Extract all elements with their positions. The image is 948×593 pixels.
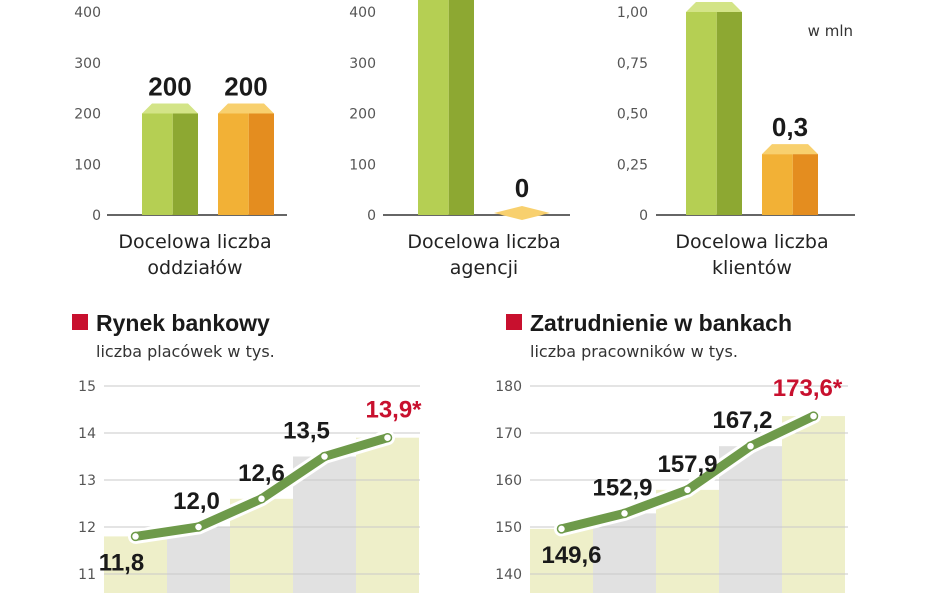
data-point [682,485,693,495]
y-tick-label: 200 [74,107,101,123]
bar-value-label: 200 [224,72,267,102]
y-tick-label: 0,75 [617,56,648,72]
bar-value-label: 0,3 [772,112,808,142]
bar-value-label: 200 [148,72,191,102]
y-tick-label: 1,00 [617,5,648,21]
chart-subtitle: liczba pracowników w tys. [530,342,738,361]
data-point [745,441,756,451]
y-tick-label: 13 [78,473,96,489]
category-label: Docelowa liczba [118,231,271,253]
column-background [104,536,167,593]
data-point-label: 149,6 [541,542,601,569]
y-tick-label: 11 [78,567,96,583]
chart-title: Rynek bankowy [96,310,270,336]
y-tick-label: 14 [78,426,96,442]
bar [418,0,474,216]
data-point-label: 157,9 [657,451,717,478]
y-tick-label: 200 [349,107,376,123]
data-point-label: 13,9* [365,397,422,424]
category-label: Docelowa liczba [675,231,828,253]
unit-label: w mln [808,22,853,40]
column-background [782,416,845,593]
y-tick-label: 400 [349,5,376,21]
data-point [808,411,819,421]
y-tick-label: 180 [495,379,522,395]
bar [494,206,550,220]
y-tick-label: 12 [78,520,96,536]
y-tick-label: 300 [74,56,101,72]
y-tick-label: 400 [74,5,101,21]
bar-panel-2: 0 100 200 300 400 0 Docelowa liczba agencji [349,0,570,279]
bar-value-label: 0 [515,173,529,203]
y-tick-label: 0,50 [617,107,648,123]
y-tick-label: 100 [74,157,101,173]
column-background [719,446,782,593]
line-panel-2: Zatrudnienie w bankach liczba pracowników… [495,310,848,593]
title-marker-icon [506,314,522,330]
data-point [556,524,567,534]
category-label: klientów [712,257,792,279]
chart-title: Zatrudnienie w bankach [530,310,792,336]
y-tick-label: 0 [367,208,376,224]
column-background [167,527,230,593]
data-point [193,522,204,532]
data-point-label: 167,2 [712,407,772,434]
y-tick-label: 300 [349,56,376,72]
chart-subtitle: liczba placówek w tys. [96,342,275,361]
y-tick-label: 100 [349,157,376,173]
title-marker-icon [72,314,88,330]
category-label: Docelowa liczba [407,231,560,253]
data-point [130,531,141,542]
data-point-label: 13,5 [283,418,330,445]
data-point-label: 173,6* [773,375,843,402]
bar-panel-3: 0 0,25 0,50 0,75 1,00 0,3 Docelowa liczba klien… [617,2,855,279]
category-label: agencji [450,257,518,279]
y-tick-label: 150 [495,520,522,536]
data-point-label: 152,9 [592,474,652,501]
category-label: oddziałów [147,257,242,279]
data-point-label: 12,0 [173,488,220,515]
bar [686,2,742,215]
y-tick-label: 160 [495,473,522,489]
bar [142,103,198,215]
data-point-label: 12,6 [238,460,285,487]
column-background [356,437,419,593]
bar [218,103,274,215]
data-point [619,508,630,519]
data-point-label: 11,8 [99,549,144,576]
data-point [319,451,330,462]
data-point [256,494,267,504]
y-tick-label: 0 [639,208,648,224]
bar [762,144,818,215]
y-tick-label: 15 [78,379,96,395]
bar-panel-1: 0 100 200 300 400 200 200 Docelowa liczba oddzia… [74,5,287,279]
y-tick-label: 0,25 [617,157,648,173]
data-point [382,432,393,443]
column-background [530,528,593,593]
y-tick-label: 0 [92,208,101,224]
y-tick-label: 170 [495,426,522,442]
y-tick-label: 140 [495,567,522,583]
column-background [656,489,719,593]
